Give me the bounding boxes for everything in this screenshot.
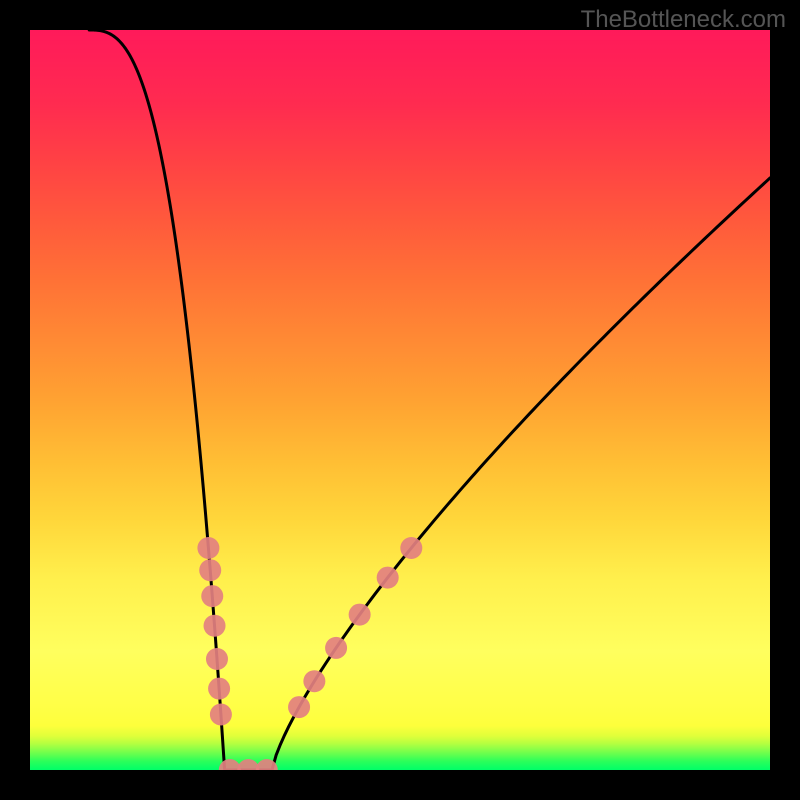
chart-frame: TheBottleneck.com: [0, 0, 800, 800]
data-marker: [201, 585, 223, 607]
data-marker: [199, 559, 221, 581]
data-marker: [349, 604, 371, 626]
data-marker: [303, 670, 325, 692]
data-marker: [210, 704, 232, 726]
chart-svg: [30, 30, 770, 770]
data-marker: [197, 537, 219, 559]
data-marker: [377, 567, 399, 589]
watermark-text: TheBottleneck.com: [581, 6, 786, 34]
data-marker: [400, 537, 422, 559]
data-marker: [325, 637, 347, 659]
bottleneck-curve: [89, 30, 770, 770]
data-marker: [288, 696, 310, 718]
data-marker: [206, 648, 228, 670]
plot-area: [30, 30, 770, 770]
data-marker: [208, 678, 230, 700]
data-marker: [204, 615, 226, 637]
marker-group: [197, 537, 422, 770]
